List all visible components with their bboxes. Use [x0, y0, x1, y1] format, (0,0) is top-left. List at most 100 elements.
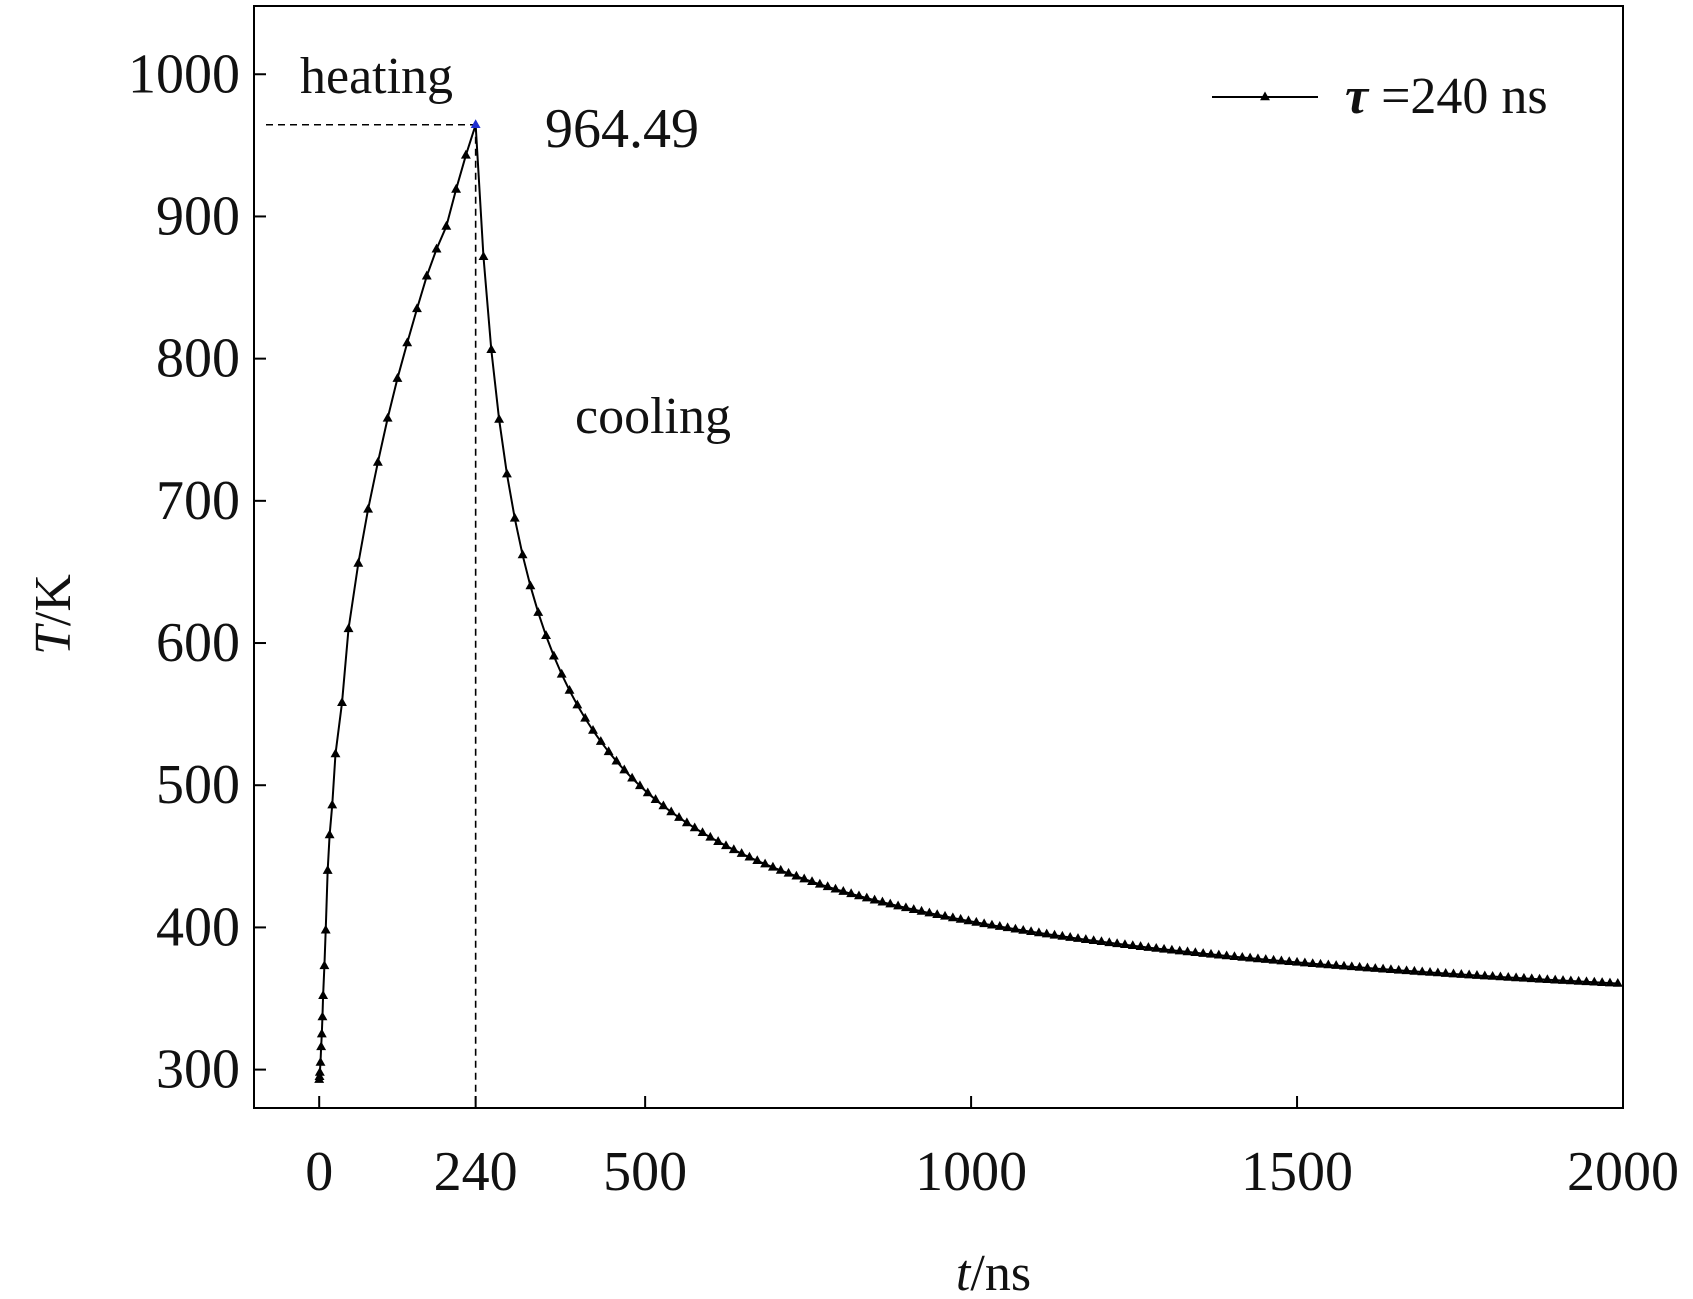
data-point	[1456, 969, 1467, 978]
data-point	[1487, 970, 1498, 980]
data-point	[441, 220, 452, 230]
data-point	[1339, 960, 1349, 970]
data-point	[814, 878, 825, 888]
data-point	[1315, 958, 1326, 968]
data-point	[1252, 953, 1263, 963]
data-point	[1331, 960, 1342, 969]
data-point	[1026, 926, 1037, 935]
data-point	[924, 907, 935, 917]
data-point	[1393, 964, 1404, 974]
data-point	[556, 668, 567, 678]
data-point	[1206, 948, 1216, 958]
data-point	[318, 990, 329, 999]
data-point	[1292, 956, 1302, 966]
data-point	[689, 822, 700, 832]
data-point	[658, 800, 669, 810]
data-point	[314, 1066, 325, 1076]
data-point	[1198, 948, 1209, 957]
x-tick-label: 240	[434, 1141, 518, 1203]
data-point	[885, 898, 896, 908]
data-point	[611, 755, 622, 765]
data-point	[1104, 937, 1115, 947]
data-point	[1362, 962, 1373, 972]
data-point	[940, 910, 950, 920]
data-point	[650, 794, 661, 803]
data-point	[1534, 973, 1545, 983]
data-point	[1174, 945, 1185, 955]
data-point	[799, 873, 810, 883]
data-point	[1472, 970, 1482, 979]
cooling-annotation: cooling	[575, 388, 731, 445]
data-point	[994, 921, 1005, 930]
data-point	[728, 844, 739, 854]
data-point	[971, 916, 982, 926]
data-point	[697, 827, 708, 837]
data-point	[744, 851, 755, 861]
peak-value-label: 964.49	[545, 98, 699, 160]
data-point	[1448, 968, 1459, 978]
data-point	[1479, 970, 1490, 980]
data-point	[1260, 954, 1271, 963]
data-point	[421, 270, 432, 280]
data-point	[721, 840, 731, 850]
data-point	[1385, 964, 1396, 974]
data-point	[1542, 974, 1553, 984]
data-point	[1370, 963, 1381, 972]
data-point	[402, 337, 413, 347]
data-point	[1573, 975, 1584, 985]
data-point	[1096, 936, 1107, 946]
data-point	[412, 303, 422, 313]
data-point	[1151, 942, 1162, 952]
data-point	[1276, 955, 1287, 965]
data-point	[1190, 947, 1201, 957]
data-point	[1166, 944, 1177, 954]
x-tick-label: 1000	[915, 1141, 1027, 1203]
data-point	[320, 924, 331, 934]
data-point	[603, 746, 614, 756]
data-point	[1284, 956, 1295, 966]
data-point	[1597, 977, 1608, 986]
data-point	[900, 902, 911, 912]
data-point	[580, 712, 591, 722]
data-point	[987, 919, 997, 929]
data-point	[501, 468, 512, 478]
peak-point	[470, 119, 481, 129]
data-point	[548, 650, 559, 660]
data-point	[838, 886, 849, 895]
data-point	[330, 748, 341, 758]
data-point	[783, 867, 794, 877]
y-tick-label: 700	[156, 470, 240, 532]
data-point	[1065, 932, 1076, 941]
data-point	[1002, 922, 1013, 932]
data-point	[619, 764, 630, 774]
legend: τ =240 ns	[1212, 68, 1548, 125]
data-point	[908, 904, 919, 913]
data-point	[588, 724, 598, 734]
data-point	[392, 373, 403, 382]
data-point	[1127, 940, 1138, 950]
data-point	[666, 806, 677, 816]
data-point	[353, 557, 364, 567]
data-point	[1018, 924, 1029, 934]
data-point	[1080, 934, 1091, 943]
data-point	[627, 772, 638, 782]
data-point	[1073, 933, 1083, 942]
plot-border	[253, 5, 1624, 1109]
y-tick-label: 1000	[128, 43, 240, 105]
data-point	[642, 787, 653, 797]
data-point	[572, 699, 583, 709]
data-point	[533, 607, 544, 616]
data-point	[1605, 977, 1615, 987]
data-point	[963, 915, 974, 925]
y-tick-label: 900	[156, 185, 240, 247]
annotations: heating cooling 964.49	[300, 48, 731, 445]
data-point	[382, 412, 393, 422]
data-point	[460, 149, 471, 159]
data-point	[595, 736, 606, 745]
data-point	[316, 1028, 327, 1038]
data-point	[877, 896, 888, 906]
data-point	[316, 1041, 327, 1051]
data-point	[324, 829, 335, 839]
data-point	[681, 817, 692, 827]
